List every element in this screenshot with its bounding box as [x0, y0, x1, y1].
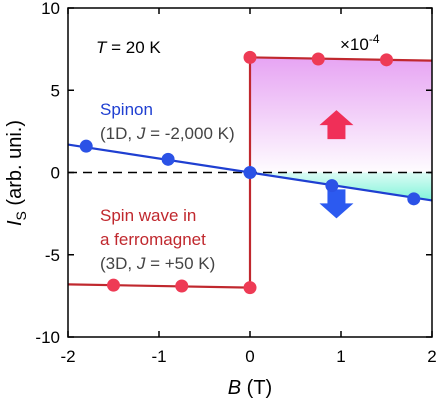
spin_wave-data-point	[175, 279, 189, 293]
y-tick-label: 10	[41, 0, 60, 18]
x-axis-tick-labels: -2 -1 0 1 2	[60, 347, 436, 366]
spin_wave-data-point	[380, 53, 393, 67]
y-tick-label: 5	[51, 81, 60, 100]
y-tick-label: -5	[45, 246, 60, 265]
x-tick-label: -1	[151, 347, 166, 366]
direction-arrows	[319, 110, 354, 219]
x-tick-label: -2	[60, 347, 75, 366]
spin_wave-data-point	[243, 50, 257, 64]
spinon-legend-label: Spinon	[100, 100, 153, 119]
x-axis-label: B (T)	[228, 377, 272, 399]
spin_wave-data-point	[107, 278, 120, 292]
spin_wave-data-point	[243, 281, 257, 295]
spin_wave-data-point	[311, 52, 325, 66]
spinon-data-point	[79, 139, 93, 153]
y-tick-label: -10	[35, 328, 60, 347]
x-tick-label: 2	[427, 347, 436, 366]
temperature-annotation: T = 20 K	[96, 38, 161, 57]
spin-wave-legend-detail: (3D, J = +50 K)	[100, 254, 215, 273]
y-tick-label: 0	[51, 164, 60, 183]
y-axis-label: IS (arb. uni.)	[4, 120, 29, 226]
spinon-data-point	[243, 166, 257, 179]
spinon-data-point	[161, 152, 175, 166]
spinon-legend-detail: (1D, J = -2,000 K)	[100, 124, 235, 143]
data-markers	[79, 50, 421, 295]
up-arrow-icon	[319, 110, 354, 140]
spin-wave-legend-label-line1: Spin wave in	[100, 206, 196, 225]
y-axis-tick-labels: -10 -5 0 5 10	[35, 0, 60, 347]
x-tick-label: 1	[336, 347, 345, 366]
axis-ticks	[67, 7, 433, 338]
x-tick-label: 0	[245, 347, 254, 366]
down-arrow-icon	[319, 189, 354, 219]
spin-wave-legend-label-line2: a ferromagnet	[100, 230, 206, 249]
scale-factor-annotation: ×10-4	[340, 32, 380, 54]
spinon-data-point	[325, 179, 339, 193]
spinon-data-point	[407, 192, 421, 206]
